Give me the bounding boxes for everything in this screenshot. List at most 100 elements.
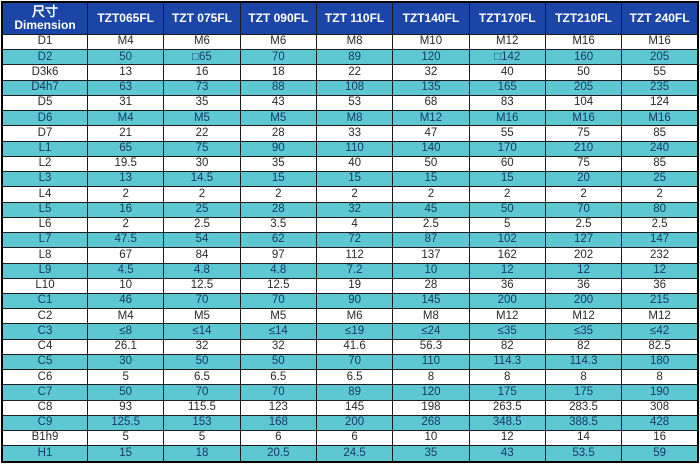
cell: 6 — [239, 430, 317, 447]
cell: 60 — [468, 155, 546, 173]
row-label: L9 — [1, 262, 88, 279]
cell: 120 — [392, 49, 470, 66]
cell: 8 — [621, 369, 699, 386]
cell: 22 — [163, 125, 241, 142]
cell: 75 — [544, 125, 623, 142]
cell: 43 — [239, 94, 317, 112]
cell: 88 — [239, 79, 317, 96]
table-row: L3 13 14.5 15 15 15 15 20 25 — [1, 171, 699, 188]
cell: 40 — [468, 64, 546, 81]
row-label: B1h9 — [1, 430, 88, 447]
table-row: L5 16 25 28 32 45 50 70 80 — [1, 201, 699, 218]
cell: 15 — [315, 171, 394, 188]
cell: M5 — [239, 110, 317, 127]
cell: 36 — [544, 277, 623, 294]
cell: 72 — [315, 232, 394, 249]
cell: 5 — [468, 216, 546, 234]
cell: 75 — [544, 155, 623, 173]
cell: 114.3 — [544, 353, 623, 371]
cell: ≤35 — [544, 323, 623, 340]
row-label: D3k6 — [1, 64, 88, 81]
cell: 30 — [86, 353, 165, 371]
cell: 14 — [544, 430, 623, 447]
cell: 73 — [163, 79, 241, 96]
column-header: TZT 090FL — [239, 1, 317, 35]
cell: 50 — [239, 353, 317, 371]
cell: M4 — [86, 33, 165, 51]
cell: 20.5 — [239, 445, 317, 463]
cell: M8 — [315, 110, 394, 127]
cell: M5 — [239, 308, 317, 325]
row-label: C9 — [1, 414, 88, 432]
cell: 85 — [621, 155, 699, 173]
cell: M8 — [392, 308, 470, 325]
cell: 15 — [468, 171, 546, 188]
cell: 2.5 — [544, 216, 623, 234]
cell: M8 — [315, 33, 394, 51]
cell: 32 — [392, 64, 470, 81]
cell: 50 — [163, 353, 241, 371]
cell: ≤24 — [392, 323, 470, 340]
cell: 2 — [86, 216, 165, 234]
cell: 8 — [468, 369, 546, 386]
cell: 46 — [86, 292, 165, 310]
table-row: C4 26.1 32 32 41.6 56.3 82 82 82.5 — [1, 338, 699, 355]
cell: 28 — [239, 125, 317, 142]
cell: 65 — [86, 140, 165, 157]
cell: 2 — [544, 186, 623, 203]
cell: 8 — [544, 369, 623, 386]
cell: 10 — [392, 430, 470, 447]
row-label: L7 — [1, 232, 88, 249]
cell: 153 — [163, 414, 241, 432]
row-label: L4 — [1, 186, 88, 203]
cell: 53.5 — [544, 445, 623, 463]
table-row: L2 19.5 30 35 40 50 60 75 85 — [1, 155, 699, 173]
cell: 18 — [239, 64, 317, 81]
table-row: L8 67 84 97 112 137 162 202 232 — [1, 247, 699, 264]
cell: 4.5 — [86, 262, 165, 279]
cell: 12 — [544, 262, 623, 279]
cell: 2 — [239, 186, 317, 203]
cell: M16 — [544, 33, 623, 51]
cell: 5 — [163, 430, 241, 447]
table-row: B1h9 5 5 6 6 10 12 14 16 — [1, 430, 699, 447]
cell: 31 — [86, 94, 165, 112]
cell: ≤35 — [468, 323, 546, 340]
cell: 87 — [392, 232, 470, 249]
cell: 36 — [468, 277, 546, 294]
table-body: D1 M4 M6 M6 M8 M10 M12 M16 M16 D2 50 □65 70 89 120 □142… — [1, 33, 699, 463]
cell: ≤14 — [239, 323, 317, 340]
cell: 18 — [163, 445, 241, 463]
cell: 200 — [315, 414, 394, 432]
cell: 114.3 — [468, 353, 546, 371]
cell: 112 — [315, 247, 394, 264]
cell: 3.5 — [239, 216, 317, 234]
cell: 175 — [544, 384, 623, 401]
cell: 137 — [392, 247, 470, 264]
row-label: D4h7 — [1, 79, 88, 96]
cell: 12 — [468, 262, 546, 279]
cell: 54 — [163, 232, 241, 249]
table-row: L7 47.5 54 62 72 87 102 127 147 — [1, 232, 699, 249]
cell: 89 — [315, 384, 394, 401]
cell: 26.1 — [86, 338, 165, 355]
cell: 25 — [163, 201, 241, 218]
cell: 93 — [86, 399, 165, 416]
cell: 388.5 — [544, 414, 623, 432]
cell: 135 — [392, 79, 470, 96]
row-label: C3 — [1, 323, 88, 340]
cell: 162 — [468, 247, 546, 264]
table-row: L4 2 2 2 2 2 2 2 2 — [1, 186, 699, 203]
row-label: L6 — [1, 216, 88, 234]
row-label: D2 — [1, 49, 88, 66]
cell: 43 — [468, 445, 546, 463]
cell: 40 — [315, 155, 394, 173]
table-row: L1 65 75 90 110 140 170 210 240 — [1, 140, 699, 157]
row-label: L8 — [1, 247, 88, 264]
table-row: C3 ≤8 ≤14 ≤14 ≤19 ≤24 ≤35 ≤35 ≤42 — [1, 323, 699, 340]
cell: ≤8 — [86, 323, 165, 340]
cell: 10 — [392, 262, 470, 279]
cell: 53 — [315, 94, 394, 112]
row-label: C8 — [1, 399, 88, 416]
table-row: D2 50 □65 70 89 120 □142 160 205 — [1, 49, 699, 66]
